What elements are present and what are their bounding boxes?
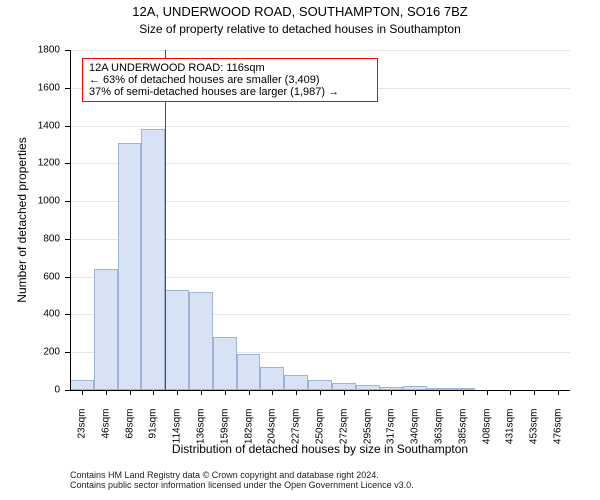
- x-tick-label: 91sqm: [148, 409, 159, 439]
- x-tick-label: 363sqm: [434, 409, 445, 445]
- histogram-bar: [141, 129, 165, 390]
- annotation-line: 12A UNDERWOOD ROAD: 116sqm: [89, 62, 371, 74]
- x-tick-label: 385sqm: [457, 409, 468, 445]
- x-tick-label: 295sqm: [362, 409, 373, 445]
- page-title: 12A, UNDERWOOD ROAD, SOUTHAMPTON, SO16 7…: [0, 4, 600, 19]
- x-tick-label: 114sqm: [172, 409, 183, 444]
- credit-line: Contains public sector information licen…: [70, 480, 414, 490]
- credits: Contains HM Land Registry data © Crown c…: [70, 470, 414, 490]
- x-axis: [70, 390, 570, 391]
- histogram-bar: [332, 383, 356, 390]
- histogram-bar: [70, 380, 94, 390]
- page-subtitle: Size of property relative to detached ho…: [0, 22, 600, 36]
- credit-line: Contains HM Land Registry data © Crown c…: [70, 470, 414, 480]
- annotation-box: 12A UNDERWOOD ROAD: 116sqm← 63% of detac…: [82, 58, 378, 102]
- grid-line: [70, 126, 570, 127]
- x-tick-label: 68sqm: [124, 409, 135, 439]
- x-tick-label: 431sqm: [505, 409, 516, 445]
- y-axis-label: Number of detached properties: [15, 137, 29, 302]
- x-tick-label: 408sqm: [481, 409, 492, 445]
- x-tick-label: 453sqm: [529, 409, 540, 445]
- x-axis-label: Distribution of detached houses by size …: [172, 442, 468, 456]
- x-tick-label: 204sqm: [267, 409, 278, 445]
- x-tick-label: 340sqm: [410, 409, 421, 445]
- x-tick-label: 159sqm: [219, 409, 230, 445]
- x-tick-label: 227sqm: [291, 409, 302, 445]
- histogram-bar: [213, 337, 237, 390]
- histogram-bar: [237, 354, 261, 390]
- x-tick-label: 46sqm: [100, 409, 111, 439]
- x-tick-label: 476sqm: [553, 409, 564, 445]
- x-tick-label: 250sqm: [315, 409, 326, 445]
- x-tick-label: 182sqm: [243, 409, 254, 445]
- y-axis: [70, 50, 71, 390]
- histogram-bar: [308, 380, 332, 390]
- annotation-line: 37% of semi-detached houses are larger (…: [89, 86, 371, 98]
- x-tick-label: 136sqm: [195, 409, 206, 445]
- histogram-bar: [260, 367, 284, 390]
- histogram-bar: [189, 292, 213, 390]
- grid-line: [70, 50, 570, 51]
- histogram-bar: [165, 290, 189, 390]
- x-tick-label: 272sqm: [338, 409, 349, 445]
- annotation-line: ← 63% of detached houses are smaller (3,…: [89, 74, 371, 86]
- histogram-bar: [94, 269, 118, 390]
- histogram-bar: [118, 143, 142, 390]
- histogram-bar: [284, 375, 308, 390]
- x-tick-label: 317sqm: [386, 409, 397, 445]
- x-tick-label: 23sqm: [76, 409, 87, 439]
